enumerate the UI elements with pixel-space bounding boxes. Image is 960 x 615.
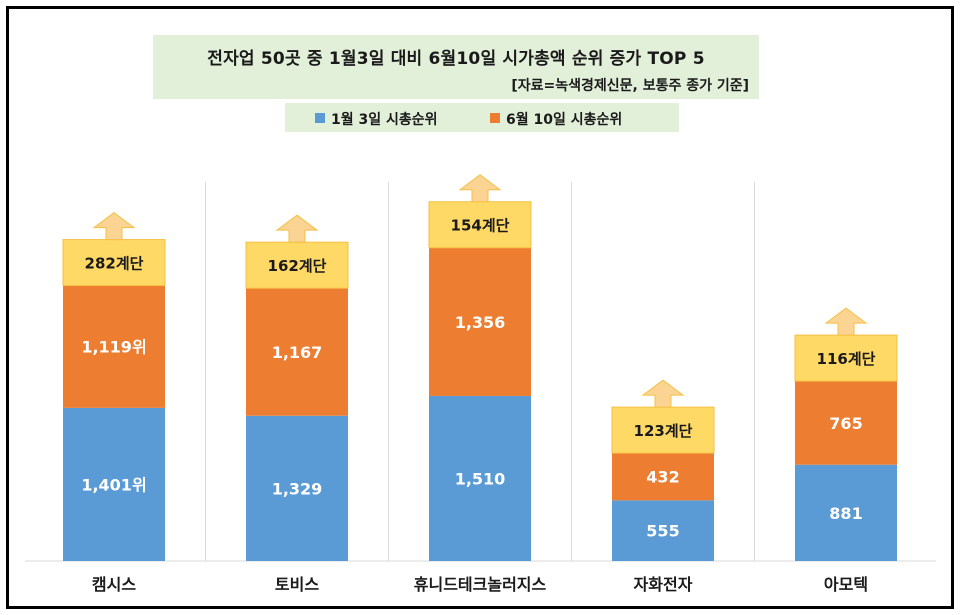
bar-jun10 bbox=[429, 247, 531, 396]
rank-change-label: 162계단 bbox=[268, 257, 327, 275]
rank-change-label: 154계단 bbox=[451, 217, 510, 235]
rank-change-label: 116계단 bbox=[817, 350, 876, 368]
legend-label-jan3: 1월 3일 시총순위 bbox=[331, 112, 438, 128]
up-arrow-icon bbox=[824, 307, 868, 336]
bar-jun10 bbox=[246, 288, 348, 416]
legend-label-jun10: 6월 10일 시총순위 bbox=[506, 112, 623, 128]
value-label-jan3: 1,401위 bbox=[81, 475, 146, 494]
rank-change-label: 282계단 bbox=[85, 255, 144, 273]
title-box: 전자업 50곳 중 1월3일 대비 6월10일 시가총액 순위 증가 TOP 5… bbox=[153, 35, 759, 99]
bar-jan3 bbox=[612, 500, 714, 561]
bar-jun10 bbox=[63, 285, 165, 408]
up-arrow-icon bbox=[458, 174, 502, 203]
bar-jun10 bbox=[795, 381, 897, 465]
category-label: 자화전자 bbox=[634, 575, 693, 594]
legend-item-jan3: 1월 3일 시총순위 bbox=[315, 109, 438, 129]
value-label-jun10: 432 bbox=[646, 468, 679, 487]
category-label: 캠시스 bbox=[92, 575, 136, 594]
bar-jun10 bbox=[612, 453, 714, 501]
value-label-jan3: 881 bbox=[829, 504, 862, 523]
bar-jan3 bbox=[246, 415, 348, 561]
bar-jan3 bbox=[63, 407, 165, 561]
bar-jan3 bbox=[795, 464, 897, 561]
legend: 1월 3일 시총순위 6월 10일 시총순위 bbox=[285, 103, 679, 132]
up-arrow-icon bbox=[275, 214, 319, 243]
rank-change-badge bbox=[62, 239, 166, 287]
legend-item-jun10: 6월 10일 시총순위 bbox=[490, 109, 622, 129]
up-arrow-icon bbox=[641, 379, 685, 408]
rank-change-badge bbox=[794, 334, 898, 382]
category-label: 아모텍 bbox=[824, 575, 868, 594]
rank-change-label: 123계단 bbox=[634, 422, 693, 440]
legend-swatch-jun10 bbox=[490, 113, 500, 123]
value-label-jun10: 1,356 bbox=[455, 313, 506, 332]
value-label-jun10: 1,167 bbox=[272, 343, 323, 362]
category-label: 토비스 bbox=[275, 575, 319, 594]
value-label-jun10: 1,119위 bbox=[81, 338, 146, 357]
up-arrow-icon bbox=[92, 211, 136, 241]
rank-change-badge bbox=[245, 241, 349, 289]
chart-subtitle: [자료=녹색경제신문, 보통주 종가 기준] bbox=[511, 78, 749, 94]
value-label-jan3: 555 bbox=[646, 522, 679, 541]
value-label-jan3: 1,329 bbox=[272, 479, 323, 498]
value-label-jan3: 1,510 bbox=[455, 469, 506, 488]
category-label: 휴니드테크놀러지스 bbox=[414, 575, 547, 594]
rank-change-badge bbox=[428, 201, 532, 249]
rank-change-badge bbox=[611, 406, 715, 454]
value-label-jun10: 765 bbox=[829, 414, 862, 433]
legend-swatch-jan3 bbox=[315, 113, 325, 123]
bar-jan3 bbox=[429, 395, 531, 561]
chart-title: 전자업 50곳 중 1월3일 대비 6월10일 시가총액 순위 증가 TOP 5 bbox=[207, 49, 705, 69]
